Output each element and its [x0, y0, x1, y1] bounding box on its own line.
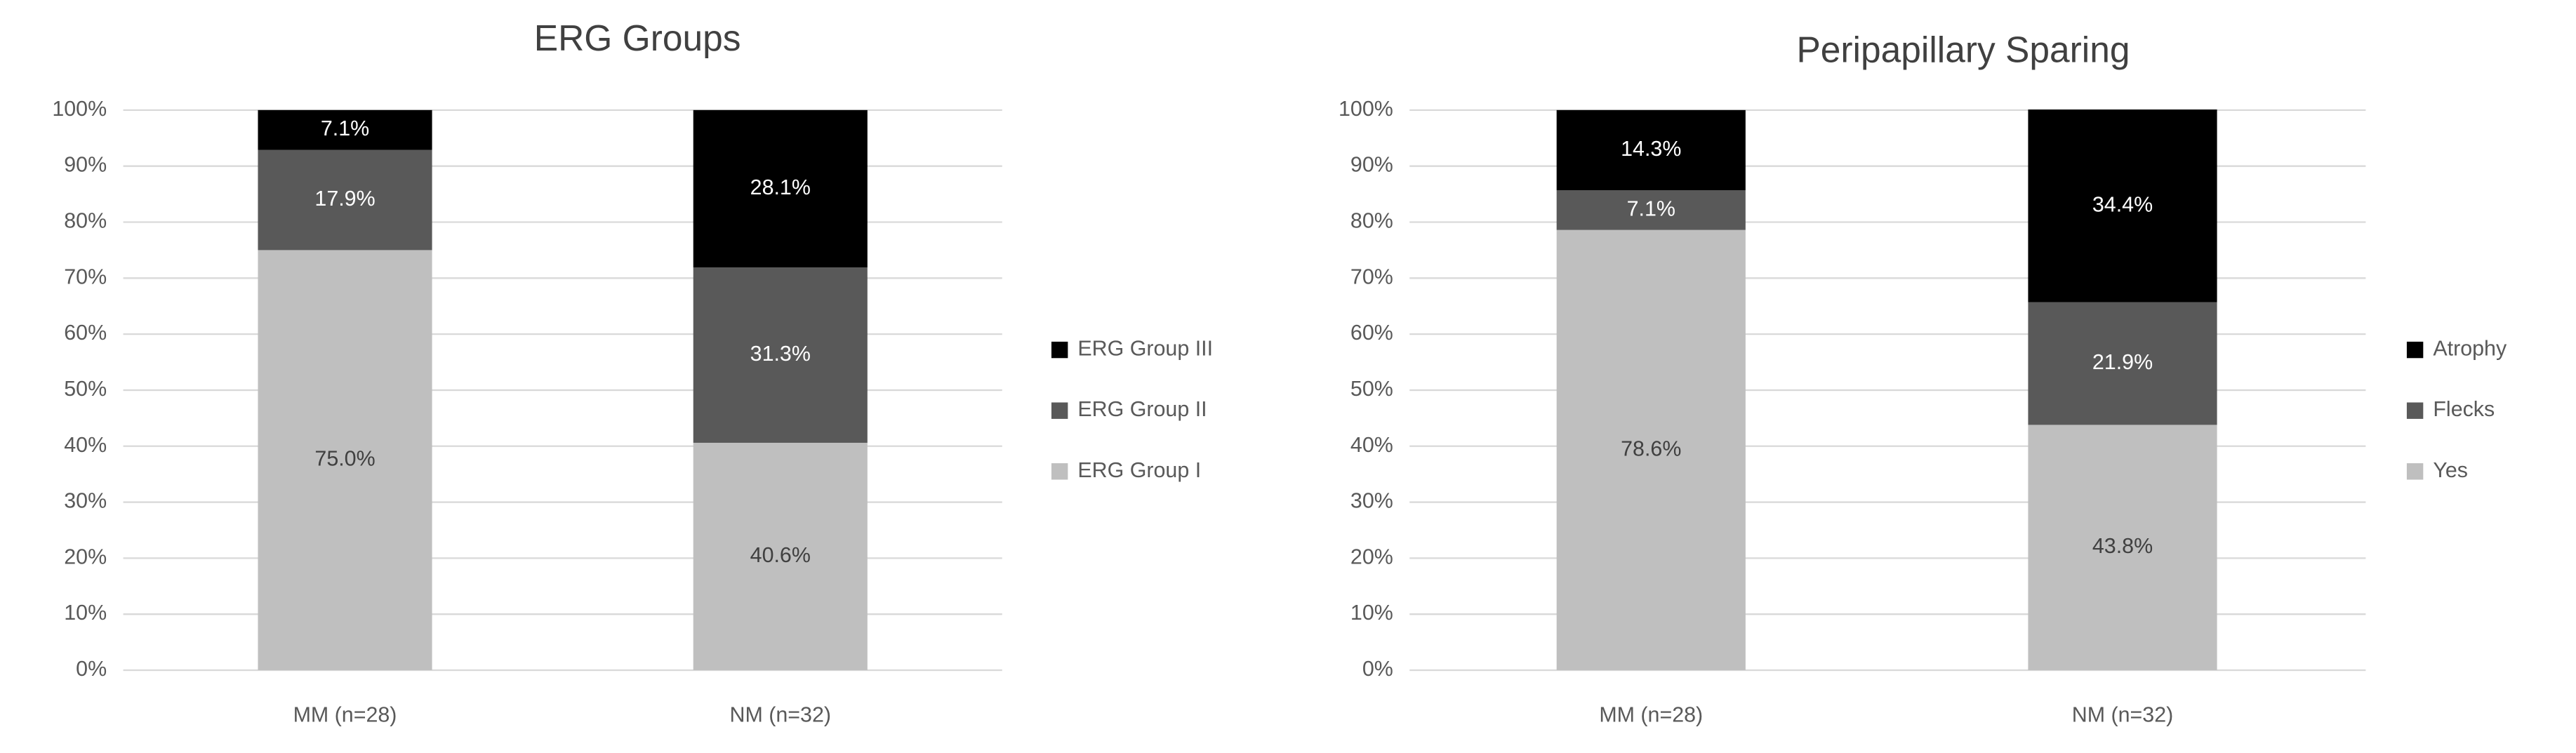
legend-swatch: [1051, 341, 1068, 359]
data-label: 31.3%: [750, 342, 811, 366]
data-label: 7.1%: [321, 116, 369, 140]
legend-swatch: [2406, 341, 2424, 359]
bar-segment: [2028, 302, 2217, 425]
bar-segment: [1556, 109, 1746, 190]
data-label: 14.3%: [1621, 137, 1681, 161]
y-tick-label: 20%: [64, 545, 107, 568]
bar-segment: [258, 109, 432, 150]
data-label: 21.9%: [2092, 350, 2153, 374]
legend-swatch: [1051, 402, 1068, 419]
y-tick-label: 60%: [64, 321, 107, 345]
x-tick-label: NM (n=32): [730, 703, 831, 727]
data-label: 28.1%: [750, 175, 811, 199]
y-tick-label: 0%: [1362, 657, 1393, 681]
legend-swatch: [2406, 463, 2424, 480]
bar-segment: [2028, 425, 2217, 670]
y-tick-label: 30%: [1350, 489, 1393, 513]
y-tick-label: 0%: [76, 657, 107, 681]
y-tick-label: 100%: [52, 97, 107, 121]
data-label: 17.9%: [314, 187, 375, 211]
data-label: 75.0%: [314, 447, 375, 471]
legend-label: ERG Group II: [1077, 397, 1207, 421]
bar-segment: [1556, 189, 1746, 230]
legend-swatch: [1051, 463, 1068, 480]
legend-label: ERG Group III: [1077, 337, 1213, 361]
bar-segment: [693, 267, 868, 443]
y-tick-label: 50%: [64, 377, 107, 401]
y-tick-label: 90%: [1350, 153, 1393, 177]
bar-segment: [1556, 229, 1746, 670]
y-tick-label: 20%: [1350, 545, 1393, 568]
y-tick-label: 40%: [64, 433, 107, 457]
data-label: 78.6%: [1621, 437, 1681, 460]
data-label: 7.1%: [1627, 196, 1675, 220]
chart-title: Peripapillary Sparing: [1796, 29, 2130, 70]
data-label: 40.6%: [750, 543, 811, 567]
y-tick-label: 90%: [64, 153, 107, 177]
y-tick-label: 10%: [1350, 601, 1393, 625]
legend-label: ERG Group I: [1077, 458, 1201, 482]
data-label: 34.4%: [2092, 192, 2153, 216]
data-label: 43.8%: [2092, 534, 2153, 558]
y-tick-label: 30%: [64, 489, 107, 513]
bar-segment: [693, 109, 868, 268]
legend-label: Atrophy: [2433, 337, 2507, 361]
y-tick-label: 70%: [64, 265, 107, 288]
y-tick-label: 50%: [1350, 377, 1393, 401]
y-tick-label: 100%: [1339, 97, 1393, 121]
y-tick-label: 60%: [1350, 321, 1393, 345]
x-tick-label: MM (n=28): [293, 703, 397, 727]
x-tick-label: NM (n=32): [2072, 703, 2173, 727]
y-tick-label: 40%: [1350, 433, 1393, 457]
legend-label: Yes: [2433, 458, 2468, 482]
y-tick-label: 10%: [64, 601, 107, 625]
y-tick-label: 80%: [64, 209, 107, 233]
bar-segment: [258, 250, 432, 670]
legend-swatch: [2406, 402, 2424, 419]
x-tick-label: MM (n=28): [1599, 703, 1703, 727]
bar-segment: [693, 442, 868, 670]
bar-segment: [2028, 109, 2217, 302]
legend-label: Flecks: [2433, 397, 2495, 421]
y-tick-label: 70%: [1350, 265, 1393, 288]
chart-title: ERG Groups: [534, 18, 741, 58]
bar-segment: [258, 149, 432, 251]
y-tick-label: 80%: [1350, 209, 1393, 233]
